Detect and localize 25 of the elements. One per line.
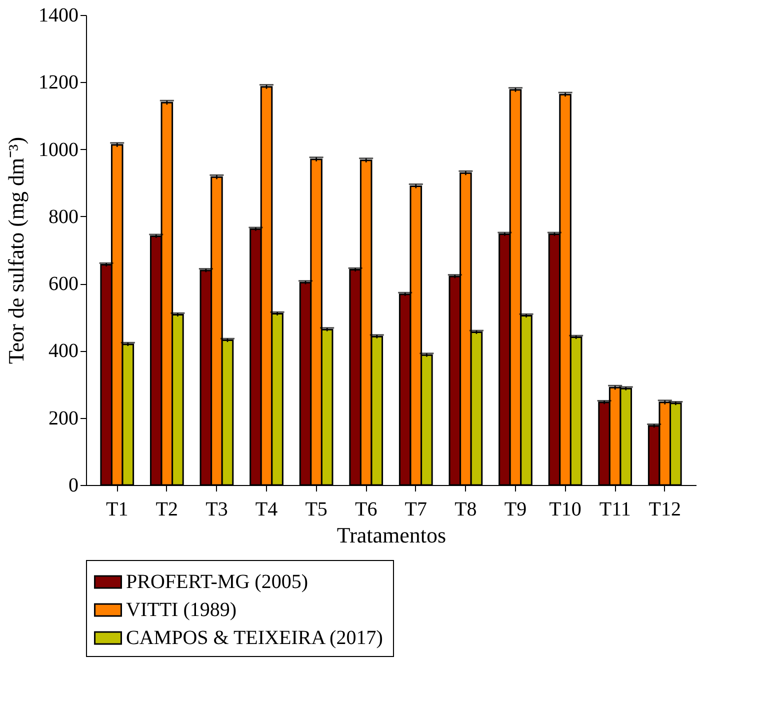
x-tick-label: T10 bbox=[549, 498, 582, 520]
x-tick-label: T3 bbox=[206, 498, 228, 520]
x-tick-label: T4 bbox=[255, 498, 278, 520]
y-tick-label: 400 bbox=[48, 340, 78, 362]
y-tick-label: 800 bbox=[48, 206, 78, 228]
x-tick-label: T7 bbox=[404, 498, 428, 520]
y-tick-label: 200 bbox=[48, 407, 78, 430]
legend-label: VITTI (1989) bbox=[126, 599, 237, 621]
x-tick-label: T5 bbox=[305, 498, 328, 520]
y-tick-label: 0 bbox=[68, 474, 78, 496]
x-tick-label: T1 bbox=[106, 498, 128, 520]
legend-label: PROFERT-MG (2005) bbox=[126, 571, 308, 593]
x-tick-label: T9 bbox=[504, 498, 527, 520]
y-tick-label: 1200 bbox=[38, 72, 78, 94]
y-tick-label: 600 bbox=[48, 273, 78, 296]
y-tick-label: 1000 bbox=[38, 138, 78, 161]
x-tick-label: T6 bbox=[354, 498, 378, 520]
x-axis-title: Tratamentos bbox=[336, 522, 446, 548]
x-tick-label: T2 bbox=[156, 498, 178, 520]
x-tick-label: T12 bbox=[648, 498, 681, 520]
x-tick-label: T11 bbox=[599, 498, 631, 520]
legend-label: CAMPOS & TEIXEIRA (2017) bbox=[126, 627, 383, 649]
y-axis-title: Teor de sulfato (mg dm⁻³) bbox=[4, 136, 28, 364]
y-tick-label: 1400 bbox=[38, 4, 78, 26]
x-tick-label: T8 bbox=[454, 498, 477, 520]
